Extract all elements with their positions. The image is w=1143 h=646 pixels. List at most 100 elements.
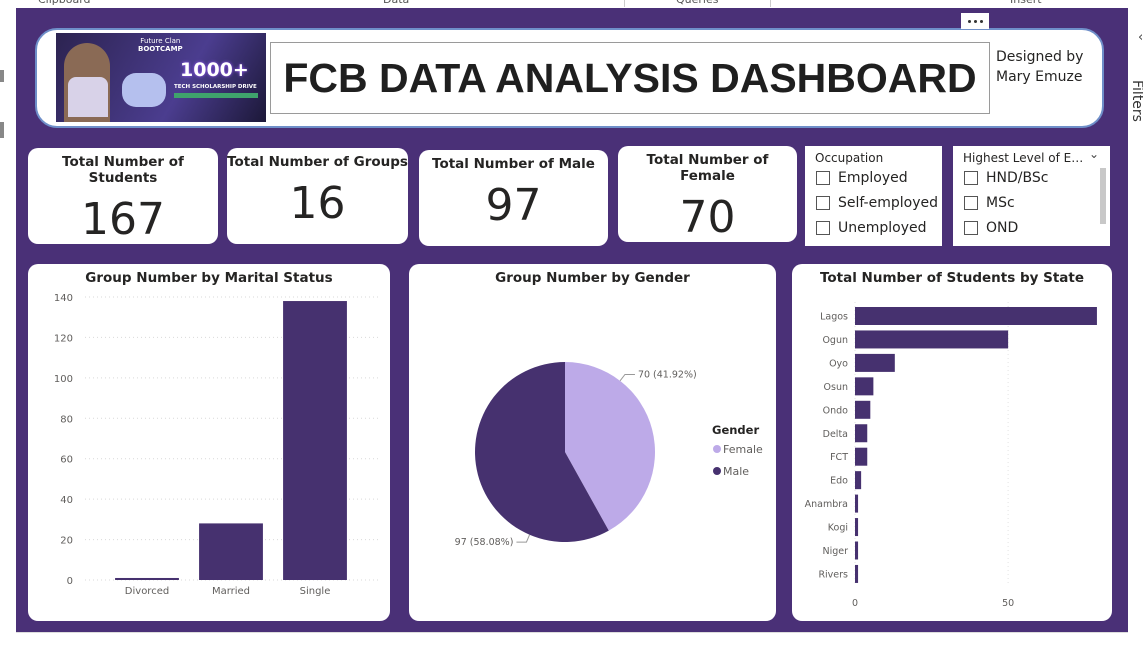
- bar: [855, 494, 859, 513]
- ribbon-group: Insert: [1010, 0, 1042, 6]
- credit-line: Designed by: [996, 49, 1084, 65]
- kpi-card: Total Number of Female 70: [618, 146, 797, 243]
- kpi-label: Total Number of Students: [62, 154, 184, 186]
- y-tick-label: 120: [54, 333, 73, 344]
- y-tick-label: 80: [60, 414, 73, 425]
- bar: [855, 518, 859, 537]
- banner-image: Future Clan BOOTCAMP 1000+ TECH SCHOLARS…: [56, 33, 266, 122]
- banner-brand-line: BOOTCAMP: [138, 45, 183, 53]
- y-tick-label: Lagos: [820, 312, 848, 323]
- y-tick-label: Ogun: [822, 335, 848, 346]
- legend-label: Female: [723, 443, 763, 456]
- slicer: Highest Level of E… ⌄ HND/BSc MSc OND: [953, 146, 1110, 246]
- y-tick-label: 20: [60, 536, 73, 547]
- y-tick-label: Delta: [823, 429, 848, 440]
- left-icon[interactable]: [0, 122, 4, 138]
- data-label: 97 (58.08%): [455, 537, 514, 548]
- option-label: Employed: [838, 169, 908, 186]
- chart-title: Group Number by Gender: [495, 270, 690, 286]
- legend-label: Male: [723, 465, 749, 478]
- ribbon-separator: [770, 0, 771, 7]
- filters-pane-title[interactable]: Filters: [1129, 80, 1143, 122]
- kpi-value: 97: [485, 180, 542, 231]
- bar: [855, 330, 1009, 349]
- bar: [855, 447, 868, 466]
- checkbox[interactable]: [816, 195, 830, 210]
- slicer-option[interactable]: OND: [964, 215, 1110, 240]
- bar: [855, 564, 859, 583]
- page-tabs-bar: [16, 632, 1128, 646]
- ribbon-group: Data: [383, 0, 409, 6]
- legend-title: Gender: [712, 423, 759, 437]
- x-tick-label: Single: [300, 586, 331, 597]
- ribbon-group: Queries: [676, 0, 718, 6]
- checkbox[interactable]: [964, 195, 978, 210]
- option-label: Unemployed: [838, 219, 927, 236]
- kpi-value: 70: [679, 192, 736, 243]
- pane-chevron[interactable]: ‹: [1138, 30, 1143, 45]
- slicer-option[interactable]: HND/BSc: [964, 165, 1110, 190]
- bar: [855, 471, 862, 490]
- banner-robot: [122, 73, 166, 107]
- banner-tagline: TECH SCHOLARSHIP DRIVE: [174, 84, 257, 90]
- slicer-option[interactable]: Self-employed: [816, 190, 942, 215]
- ribbon-group: Clipboard: [38, 0, 91, 6]
- y-tick-label: Oyo: [829, 358, 848, 369]
- kpi-value: 16: [289, 178, 346, 229]
- y-tick-label: Edo: [830, 476, 848, 487]
- kpi-value: 167: [81, 194, 165, 245]
- legend-marker: [713, 445, 721, 453]
- slicer-title: Highest Level of E…: [963, 151, 1084, 165]
- pie-slice: [565, 362, 655, 531]
- checkbox[interactable]: [964, 220, 978, 235]
- credit-line: Mary Emuze: [996, 69, 1083, 85]
- chart-panel: Total Number of Students by State 0 50 Lago…: [792, 264, 1112, 621]
- banner-headline: 1000+: [180, 59, 249, 81]
- y-tick-label: 100: [54, 374, 73, 385]
- option-label: OND: [986, 219, 1019, 236]
- more-options[interactable]: [961, 13, 989, 29]
- slicer: Occupation Employed Self-employed Unemploy…: [805, 146, 942, 246]
- banner-person-shirt: [68, 77, 108, 117]
- chart: Group Number by Gender 70 (41.92%) 97 (58.…: [455, 270, 763, 548]
- x-tick-label: Married: [212, 586, 250, 597]
- dashboard-title: FCB DATA ANALYSIS DASHBOARD: [270, 42, 990, 114]
- ribbon-separator: [624, 0, 625, 7]
- slicer-dropdown[interactable]: ⌄: [1089, 147, 1100, 161]
- slicer-scrollbar[interactable]: [1100, 168, 1106, 224]
- leader-line: [619, 373, 635, 382]
- checkbox[interactable]: [816, 170, 830, 185]
- y-tick-label: 40: [60, 495, 73, 506]
- slicer-option[interactable]: MSc: [964, 190, 1110, 215]
- slicer-option[interactable]: Unemployed: [816, 215, 942, 240]
- chart-title: Total Number of Students by State: [820, 270, 1084, 286]
- y-tick-label: Niger: [822, 546, 848, 557]
- kpi-card: Total Number of Groups 16: [227, 148, 408, 244]
- left-icon[interactable]: [0, 70, 4, 82]
- kpi-card: Total Number of Students 167: [28, 148, 218, 245]
- checkbox[interactable]: [816, 220, 830, 235]
- chart-title: Group Number by Marital Status: [85, 270, 332, 286]
- bar: [855, 307, 1097, 325]
- y-tick-label: Ondo: [823, 405, 849, 416]
- data-label: 70 (41.92%): [638, 369, 697, 380]
- slicer-title: Occupation: [815, 151, 884, 165]
- y-tick-label: FCT: [830, 452, 848, 463]
- slicer-option[interactable]: Employed: [816, 165, 942, 190]
- x-tick-label: 50: [1002, 598, 1014, 609]
- bar: [283, 301, 347, 580]
- kpi-label: Total Number of Male: [432, 156, 595, 172]
- checkbox[interactable]: [964, 170, 978, 185]
- leader-line: [516, 534, 531, 543]
- bar: [855, 400, 871, 419]
- kpi-card: Total Number of Male 97: [419, 150, 608, 246]
- chart: Group Number by Marital Status 0 20 40 60 80 1…: [54, 270, 380, 597]
- banner-brand-line: Future Clan: [140, 37, 181, 45]
- credit: Designed by Mary Emuze: [996, 47, 1083, 87]
- y-tick-label: Rivers: [818, 569, 848, 580]
- chart-panel: Group Number by Gender 70 (41.92%) 97 (58.…: [409, 264, 776, 621]
- chart: Total Number of Students by State 0 50 Lago…: [805, 270, 1097, 609]
- y-tick-label: 140: [54, 293, 73, 304]
- banner-strip: [174, 93, 258, 98]
